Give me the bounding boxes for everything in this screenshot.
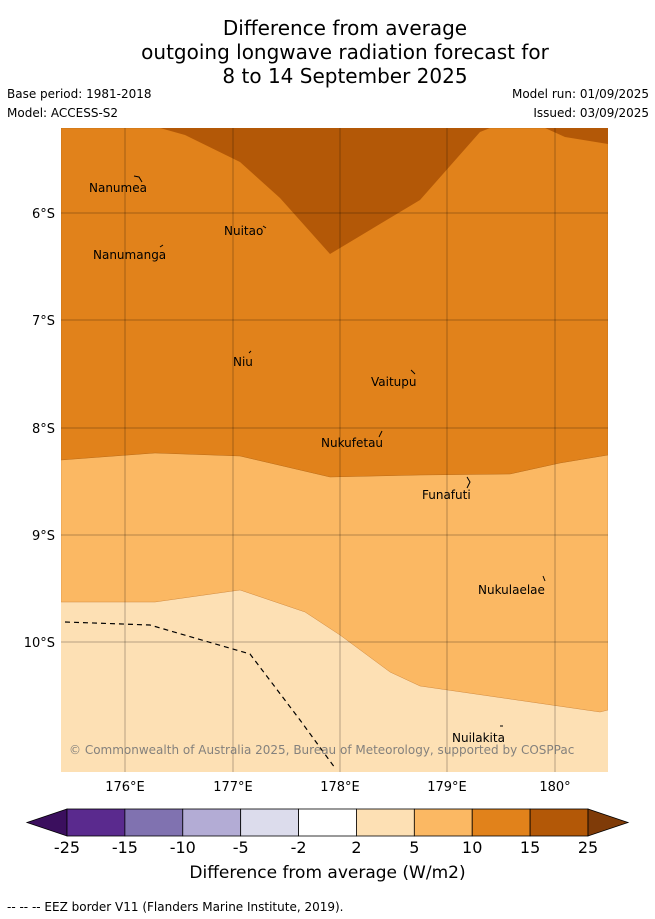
chart-title: Difference from average outgoing longwav… bbox=[0, 16, 655, 88]
colorbar-tick-label: -2 bbox=[291, 838, 307, 857]
lon-label-176: 176°E bbox=[105, 780, 145, 795]
colorbar-title: Difference from average (W/m2) bbox=[189, 863, 466, 883]
colorbar-extend-high bbox=[587, 808, 630, 837]
model-run: Model run: 01/09/2025 bbox=[511, 87, 649, 101]
colorbar-tick-label: 10 bbox=[462, 838, 482, 857]
island-marks bbox=[133, 175, 546, 727]
lat-label-9s: 9°S bbox=[32, 529, 55, 544]
colorbar-tick-label: 25 bbox=[578, 838, 598, 857]
label-nanumea: Nanumea bbox=[89, 181, 147, 195]
colorbar-swatch bbox=[66, 808, 126, 837]
label-nuitao: Nuitao bbox=[224, 224, 263, 238]
colorbar-extend-low bbox=[25, 808, 68, 837]
island-nuitao bbox=[262, 225, 267, 229]
island-nukulaelae bbox=[542, 575, 546, 582]
copyright-notice: © Commonwealth of Australia 2025, Bureau… bbox=[69, 743, 574, 757]
lat-label-6s: 6°S bbox=[32, 207, 55, 222]
colorbar-swatch bbox=[240, 808, 299, 837]
colorbar-labels: -25 -15 -10 -5 -2 2 5 10 15 25 bbox=[54, 838, 598, 857]
latitude-axis: 6°S 7°S 8°S 9°S 10°S bbox=[24, 207, 55, 651]
label-niu: Niu bbox=[233, 355, 253, 369]
colorbar-tick-label: -15 bbox=[112, 838, 138, 857]
title-line-1: Difference from average bbox=[222, 16, 468, 40]
eez-legend-note: -- -- -- EEZ border V11 (Flanders Marine… bbox=[7, 900, 344, 914]
colorbar-swatch bbox=[182, 808, 242, 837]
colorbar-swatch bbox=[413, 808, 473, 837]
title-line-3: 8 to 14 September 2025 bbox=[222, 64, 468, 88]
label-vaitupu: Vaitupu bbox=[371, 375, 417, 389]
band-10-15 bbox=[61, 128, 608, 478]
lon-label-178: 178°E bbox=[320, 780, 360, 795]
band-15-25-centre bbox=[160, 128, 490, 254]
island-funafuti bbox=[466, 476, 471, 489]
island-nanumanga bbox=[159, 244, 164, 248]
colorbar-swatch bbox=[529, 808, 589, 837]
base-period: Base period: 1981-2018 bbox=[7, 87, 152, 101]
colorbar-swatch bbox=[124, 808, 184, 837]
map-plot-area: Nanumea Nuitao Nanumanga Niu Vaitupu Nuk… bbox=[61, 128, 608, 772]
label-nukufetau: Nukufetau bbox=[321, 436, 383, 450]
band-15-25-corner bbox=[545, 128, 608, 144]
colorbar-tick-label: 15 bbox=[520, 838, 540, 857]
graticule bbox=[61, 128, 608, 772]
lat-label-7s: 7°S bbox=[32, 314, 55, 329]
eez-border bbox=[64, 621, 336, 769]
label-nanumanga: Nanumanga bbox=[93, 248, 166, 262]
colorbar-tick-label: -5 bbox=[233, 838, 249, 857]
model-name: Model: ACCESS-S2 bbox=[7, 106, 119, 120]
lon-label-180: 180° bbox=[539, 780, 570, 795]
colorbar-tick-label: -25 bbox=[54, 838, 80, 857]
issued-date: Issued: 03/09/2025 bbox=[533, 106, 649, 120]
label-nukulaelae: Nukulaelae bbox=[478, 583, 545, 597]
place-labels: Nanumea Nuitao Nanumanga Niu Vaitupu Nuk… bbox=[89, 181, 545, 745]
island-niu bbox=[248, 350, 252, 354]
label-funafuti: Funafuti bbox=[422, 488, 471, 502]
colorbar-swatch bbox=[356, 808, 415, 837]
island-nanumea bbox=[133, 175, 143, 183]
island-vaitupu bbox=[410, 369, 416, 375]
title-line-2: outgoing longwave radiation forecast for bbox=[141, 40, 549, 64]
lon-label-179: 179°E bbox=[427, 780, 467, 795]
colorbar-swatch bbox=[471, 808, 531, 837]
colorbar-tick-label: -10 bbox=[170, 838, 196, 857]
colorbar-tick-label: 5 bbox=[409, 838, 419, 857]
lat-label-8s: 8°S bbox=[32, 422, 55, 437]
lon-label-177: 177°E bbox=[213, 780, 253, 795]
colorbar-swatch bbox=[298, 808, 357, 837]
colorbar bbox=[25, 808, 630, 837]
colorbar-tick-label: 2 bbox=[351, 838, 361, 857]
longitude-axis: 176°E 177°E 178°E 179°E 180° bbox=[105, 780, 570, 795]
island-nukufetau bbox=[378, 430, 383, 438]
label-nuilakita: Nuilakita bbox=[452, 731, 505, 745]
lat-label-10s: 10°S bbox=[24, 636, 55, 651]
